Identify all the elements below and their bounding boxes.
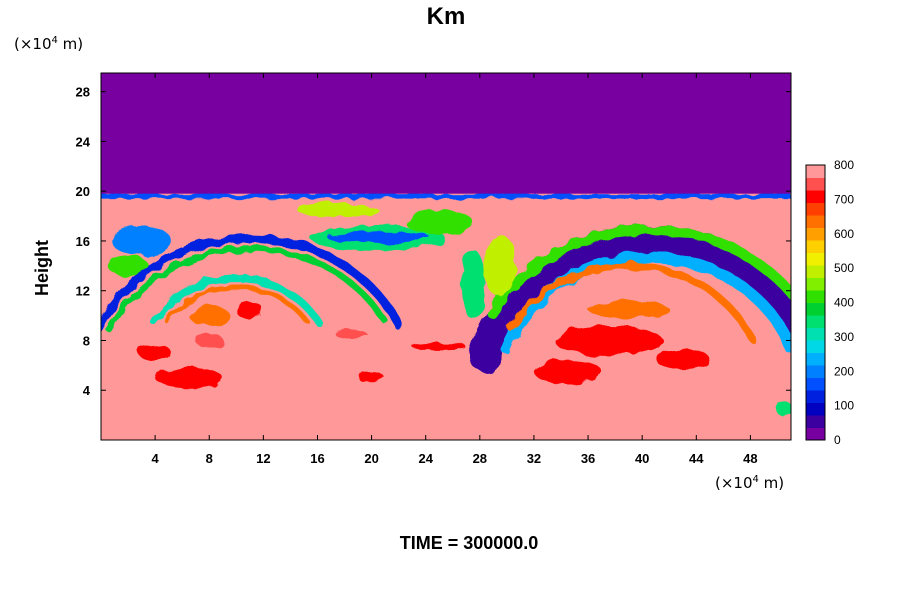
heatmap-arc	[469, 224, 791, 373]
x-tick-label: 40	[635, 451, 649, 466]
heatmap-arc	[486, 224, 791, 319]
colorbar-segment	[806, 415, 825, 428]
y-axis-label: Height	[32, 240, 52, 296]
x-tick-label: 24	[418, 451, 433, 466]
heatmap-arc	[106, 245, 387, 334]
colorbar-segment	[806, 252, 825, 266]
colorbar-segment	[806, 377, 825, 391]
colorbar-segment	[806, 277, 825, 291]
x-tick-label: 32	[527, 451, 541, 466]
heatmap-blob	[297, 202, 379, 218]
colorbar-segment	[806, 190, 825, 203]
colorbar-segment	[806, 302, 825, 316]
colorbar-segment	[806, 427, 825, 441]
heatmap-field	[101, 73, 791, 440]
x-tick-label: 48	[743, 451, 757, 466]
colorbar-segment	[806, 390, 825, 403]
y-tick-label: 20	[76, 184, 90, 199]
heatmap-blob	[188, 305, 230, 326]
colorbar: 0 100 200 300 400 500 600 700 800	[805, 158, 854, 447]
heatmap-blob	[107, 255, 149, 276]
heatmap-band	[101, 193, 791, 199]
heatmap-blob	[655, 349, 710, 370]
x-tick-label: 44	[689, 451, 704, 466]
heatmap-blob	[236, 301, 264, 320]
colorbar-tick-label: 300	[834, 330, 854, 344]
heatmap-blob	[326, 231, 430, 243]
y-tick-label: 4	[83, 383, 91, 398]
y-tick-label: 24	[76, 134, 91, 149]
colorbar-tick-label: 200	[834, 364, 854, 378]
y-tick-label: 28	[76, 85, 90, 100]
heatmap-arc	[150, 274, 323, 326]
heatmap-blob	[554, 325, 663, 356]
colorbar-tick-label: 700	[834, 192, 854, 206]
colorbar-tick-label: 0	[834, 433, 841, 447]
colorbar-segment	[806, 352, 825, 366]
heatmap-blob	[588, 300, 670, 319]
colorbar-segment	[806, 290, 825, 303]
heatmap-blob	[776, 401, 791, 417]
colorbar-frame	[805, 164, 826, 441]
time-label: TIME = 300000.0	[400, 533, 539, 553]
heatmap-arc	[164, 284, 309, 323]
colorbar-segment	[806, 177, 825, 191]
colorbar-tick-label: 800	[834, 158, 854, 172]
heatmap-arc	[507, 262, 756, 342]
heatmap-blob	[483, 234, 517, 297]
colorbar-segment	[806, 340, 825, 353]
y-tick-label: 16	[76, 234, 90, 249]
x-tick-label: 20	[364, 451, 378, 466]
x-tick-label: 8	[206, 451, 213, 466]
colorbar-tick-label: 100	[834, 399, 854, 413]
heatmap-blob	[195, 333, 223, 348]
heatmap-blob	[412, 342, 467, 351]
x-tick-label: 16	[310, 451, 324, 466]
heatmap-blob	[335, 330, 368, 338]
x-tick-label: 36	[581, 451, 595, 466]
heatmap-blob	[533, 359, 602, 385]
colorbar-segment	[806, 202, 825, 216]
y-axis-unit-label: (×104 m)	[14, 35, 83, 53]
y-tick-label: 8	[83, 333, 90, 348]
heatmap-blob	[138, 344, 172, 362]
x-axis: 4 8 12 16 20 24 28 32 36 40 44 48	[152, 73, 758, 466]
heatmap-blob	[155, 367, 223, 388]
y-tick-label: 12	[76, 284, 90, 299]
colorbar-tick-label: 600	[834, 227, 854, 241]
heatmap-arc	[101, 234, 404, 335]
colorbar-segment	[806, 215, 825, 228]
colorbar-tick-label: 400	[834, 296, 854, 310]
x-tick-label: 4	[152, 451, 160, 466]
heatmap-blob	[111, 226, 172, 256]
colorbar-segment	[806, 327, 825, 341]
colorbar-tick-label: 500	[834, 261, 854, 275]
heatmap-blob	[358, 373, 386, 383]
colorbar-segment	[806, 365, 825, 378]
colorbar-segment	[806, 315, 825, 328]
x-tick-label: 28	[473, 451, 487, 466]
x-tick-label: 12	[256, 451, 270, 466]
heatmap-blob	[405, 209, 474, 235]
plot-frame	[100, 72, 792, 441]
heatmap-upper-layer	[101, 73, 791, 194]
colorbar-segment	[806, 227, 825, 241]
colorbar-segment	[806, 265, 825, 278]
colorbar-segment	[806, 402, 825, 416]
x-axis-unit-label: (×104 m)	[715, 474, 784, 492]
heatmap-blob	[460, 249, 486, 320]
colorbar-segment	[806, 240, 825, 253]
chart-title: Km	[427, 3, 466, 30]
y-axis: 4 8 12 16 20 24 28	[76, 85, 791, 398]
colorbar-segment	[806, 165, 825, 178]
